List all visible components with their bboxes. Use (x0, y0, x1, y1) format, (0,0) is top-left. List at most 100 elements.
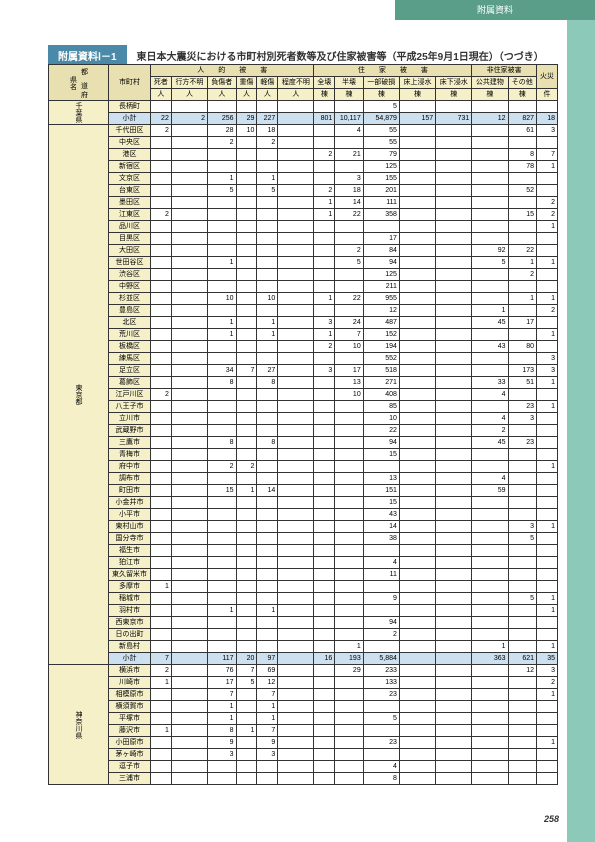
value-cell (436, 749, 472, 761)
value-cell: 1 (537, 293, 558, 305)
city-cell: 稲城市 (109, 593, 151, 605)
value-cell (537, 233, 558, 245)
value-cell (508, 617, 537, 629)
table-row: 国分寺市385 (49, 533, 558, 545)
value-cell (314, 725, 335, 737)
value-cell (508, 677, 537, 689)
value-cell (278, 425, 314, 437)
value-cell (436, 281, 472, 293)
value-cell: 1 (537, 377, 558, 389)
pref-cell: 東京都 (49, 125, 109, 665)
value-cell (151, 293, 172, 305)
value-cell (335, 593, 363, 605)
side-green-bar (567, 0, 595, 842)
value-cell (335, 137, 363, 149)
value-cell (335, 689, 363, 701)
city-cell: 府中市 (109, 461, 151, 473)
value-cell (236, 329, 257, 341)
value-cell (171, 173, 207, 185)
value-cell (436, 449, 472, 461)
value-cell (314, 245, 335, 257)
value-cell (537, 449, 558, 461)
value-cell: 552 (363, 353, 399, 365)
value-cell (278, 149, 314, 161)
value-cell (399, 605, 435, 617)
value-cell (399, 257, 435, 269)
value-cell (171, 245, 207, 257)
value-cell (171, 293, 207, 305)
value-cell: 1 (257, 173, 278, 185)
title-text: 東日本大震災における市町村別死者数等及び住家被害等（平成25年9月1日現在）（つ… (137, 48, 544, 63)
value-cell (278, 689, 314, 701)
value-cell (472, 749, 508, 761)
value-cell (278, 137, 314, 149)
value-cell (436, 737, 472, 749)
value-cell (171, 497, 207, 509)
value-cell (335, 569, 363, 581)
value-cell: 201 (363, 185, 399, 197)
value-cell (399, 437, 435, 449)
value-cell (399, 665, 435, 677)
value-cell (537, 317, 558, 329)
value-cell (335, 233, 363, 245)
value-cell (236, 173, 257, 185)
value-cell (278, 569, 314, 581)
value-cell (151, 449, 172, 461)
value-cell: 151 (363, 485, 399, 497)
value-cell (436, 197, 472, 209)
pref-cell: 千葉県 (49, 101, 109, 125)
table-row: 稲城市951 (49, 593, 558, 605)
value-cell: 5 (236, 677, 257, 689)
value-cell (171, 617, 207, 629)
city-cell: 世田谷区 (109, 257, 151, 269)
value-cell (208, 245, 237, 257)
value-cell (208, 509, 237, 521)
value-cell (171, 101, 207, 113)
value-cell (171, 425, 207, 437)
value-cell (335, 545, 363, 557)
value-cell (508, 557, 537, 569)
value-cell (436, 305, 472, 317)
value-cell (278, 773, 314, 785)
value-cell: 14 (335, 197, 363, 209)
value-cell: 9 (363, 593, 399, 605)
value-cell (436, 173, 472, 185)
table-row: 東村山市1431 (49, 521, 558, 533)
value-cell (472, 197, 508, 209)
value-cell (335, 425, 363, 437)
table-row: 荒川区11171521 (49, 329, 558, 341)
value-cell (278, 413, 314, 425)
value-cell (436, 137, 472, 149)
value-cell (171, 353, 207, 365)
value-cell (508, 353, 537, 365)
value-cell (236, 293, 257, 305)
value-cell (236, 581, 257, 593)
value-cell: 1 (236, 485, 257, 497)
value-cell (508, 629, 537, 641)
value-cell (171, 593, 207, 605)
value-cell: 487 (363, 317, 399, 329)
table-row: 新宿区125781 (49, 161, 558, 173)
value-cell (208, 233, 237, 245)
value-cell: 34 (208, 365, 237, 377)
value-cell: 3 (508, 521, 537, 533)
value-cell (537, 281, 558, 293)
value-cell: 43 (363, 509, 399, 521)
value-cell: 3 (537, 125, 558, 137)
value-cell (208, 521, 237, 533)
city-cell: 三鷹市 (109, 437, 151, 449)
value-cell (151, 365, 172, 377)
value-cell: 211 (363, 281, 399, 293)
value-cell: 1 (151, 677, 172, 689)
value-cell (236, 737, 257, 749)
city-cell: 調布市 (109, 473, 151, 485)
value-cell (335, 461, 363, 473)
value-cell (436, 533, 472, 545)
value-cell (151, 149, 172, 161)
city-cell: 西東京市 (109, 617, 151, 629)
value-cell (171, 257, 207, 269)
table-row: 調布市134 (49, 473, 558, 485)
value-cell: 5 (363, 713, 399, 725)
value-cell (508, 713, 537, 725)
value-cell (399, 197, 435, 209)
